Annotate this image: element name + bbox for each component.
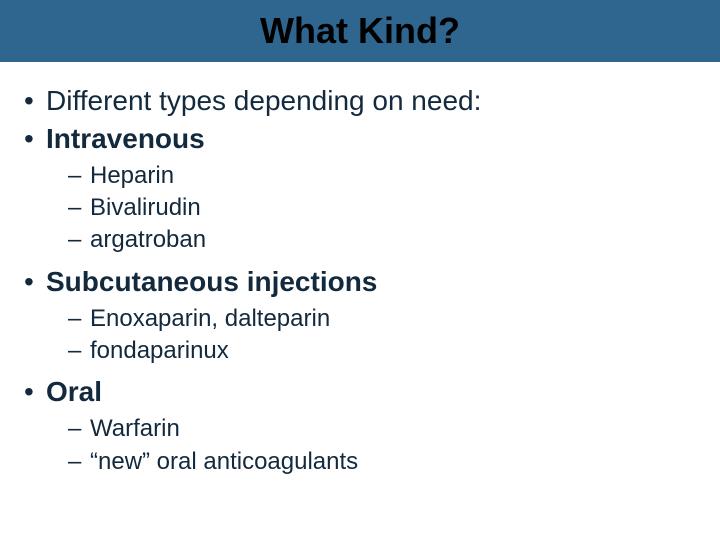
sub-bullet-item: Warfarin: [46, 413, 702, 445]
bullet-list: Different types depending on need: Intra…: [18, 82, 702, 478]
title-bar: What Kind?: [0, 0, 720, 62]
bullet-item: Oral Warfarin “new” oral anticoagulants: [18, 373, 702, 478]
bullet-text: Intravenous: [46, 123, 205, 154]
sub-bullet-text: “new” oral anticoagulants: [90, 448, 358, 475]
slide-title: What Kind?: [260, 10, 460, 52]
sub-bullet-item: fondaparinux: [46, 335, 702, 367]
sub-bullet-list: Heparin Bivalirudin argatroban: [46, 160, 702, 257]
sub-bullet-item: Heparin: [46, 160, 702, 192]
sub-bullet-text: Warfarin: [90, 415, 180, 442]
slide-content: Different types depending on need: Intra…: [0, 62, 720, 478]
sub-bullet-text: fondaparinux: [90, 337, 229, 364]
bullet-item: Subcutaneous injections Enoxaparin, dalt…: [18, 263, 702, 368]
sub-bullet-list: Enoxaparin, dalteparin fondaparinux: [46, 303, 702, 368]
sub-bullet-item: Bivalirudin: [46, 192, 702, 224]
sub-bullet-item: “new” oral anticoagulants: [46, 446, 702, 478]
sub-bullet-text: Enoxaparin, dalteparin: [90, 305, 330, 332]
sub-bullet-text: argatroban: [90, 226, 206, 253]
bullet-text: Subcutaneous injections: [46, 266, 377, 297]
sub-bullet-text: Heparin: [90, 162, 174, 189]
bullet-text: Oral: [46, 376, 102, 407]
bullet-item: Different types depending on need:: [18, 82, 702, 120]
sub-bullet-item: argatroban: [46, 224, 702, 256]
sub-bullet-list: Warfarin “new” oral anticoagulants: [46, 413, 702, 478]
sub-bullet-text: Bivalirudin: [90, 194, 201, 221]
bullet-text: Different types depending on need:: [46, 85, 481, 116]
bullet-item: Intravenous Heparin Bivalirudin argatrob…: [18, 120, 702, 257]
sub-bullet-item: Enoxaparin, dalteparin: [46, 303, 702, 335]
